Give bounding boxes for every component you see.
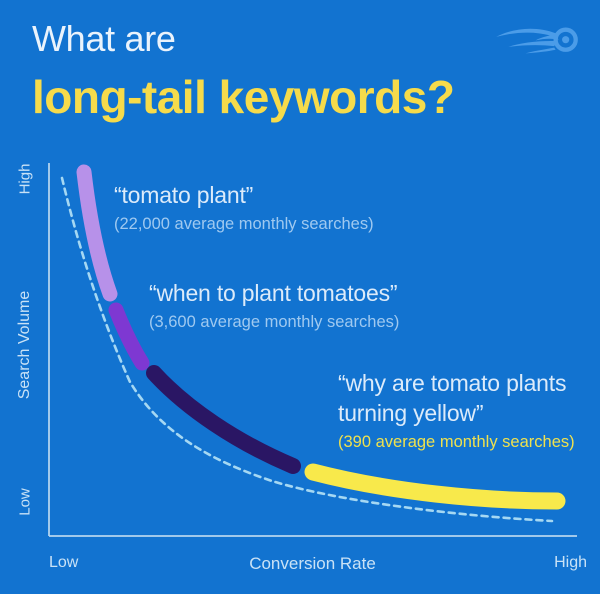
x-axis-tick-high: High xyxy=(554,554,587,571)
y-axis-title: Search Volume xyxy=(16,290,33,400)
annotation-long-tail-term: “why are tomato plants turning yellow” (… xyxy=(338,368,590,453)
x-axis-tick-low: Low xyxy=(49,554,79,571)
curve-segment-mid-term xyxy=(108,302,150,371)
annotation-keyword: “why are tomato plants turning yellow” xyxy=(338,370,567,426)
comet-orb-core-icon xyxy=(562,36,570,44)
annotation-keyword: “tomato plant” xyxy=(114,182,254,208)
x-axis-title: Conversion Rate xyxy=(249,554,376,573)
annotation-keyword: “when to plant tomatoes” xyxy=(149,280,398,306)
comet-orb-ring-icon xyxy=(553,27,578,52)
curve-segment-long-tail-term xyxy=(146,365,301,474)
curve-segment-tail-end xyxy=(304,463,566,510)
annotation-detail: (390 average monthly searches) xyxy=(338,433,575,451)
annotation-head-term: “tomato plant” (22,000 average monthly s… xyxy=(114,180,374,235)
curve-plot xyxy=(48,163,577,537)
comet-flames-icon xyxy=(496,28,559,54)
y-axis-tick-low: Low xyxy=(16,488,34,516)
y-axis-tick-high: High xyxy=(16,163,34,195)
chart: High Search Volume Low Low Conversion Ra… xyxy=(0,140,600,594)
curve-segment-head-term xyxy=(76,164,118,302)
page-title-line-2: long-tail keywords? xyxy=(32,71,455,123)
annotation-detail: (22,000 average monthly searches) xyxy=(114,215,374,233)
dashed-baseline-curve xyxy=(60,176,554,523)
annotation-detail: (3,600 average monthly searches) xyxy=(149,313,400,331)
page-title-line-1: What are xyxy=(32,18,176,59)
semrush-logo-icon xyxy=(496,27,578,54)
annotation-mid-term: “when to plant tomatoes” (3,600 average … xyxy=(149,278,399,333)
